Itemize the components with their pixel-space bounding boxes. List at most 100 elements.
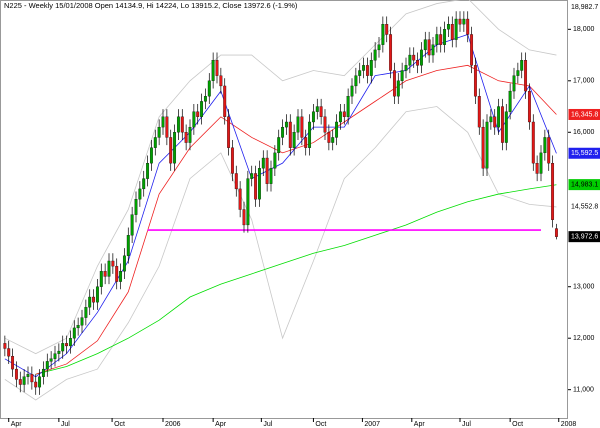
candle-body [111, 260, 115, 267]
candle-body [138, 188, 142, 200]
candle-body [520, 60, 524, 71]
candle-body [188, 126, 192, 143]
candle-body [80, 317, 84, 326]
candle-body [300, 116, 304, 138]
candle-body [369, 60, 373, 76]
candle-body [211, 60, 215, 81]
candle-body [477, 96, 481, 128]
indicator-line [4, 0, 557, 355]
candle-body [227, 116, 231, 148]
x-tick-label: Jul [61, 421, 70, 428]
candle-body [57, 350, 61, 354]
price-label: 16,345.8 [571, 111, 598, 118]
candle-body [485, 121, 489, 169]
candle-body [458, 18, 462, 25]
candle-body [165, 116, 169, 138]
candle-body [327, 132, 331, 143]
candle-body [122, 255, 126, 272]
candle-body [273, 152, 277, 169]
candle-body [22, 376, 26, 385]
candle-body [95, 286, 99, 303]
candle-body [26, 374, 30, 377]
candle-body [99, 271, 103, 287]
candle-body [315, 106, 319, 112]
candle-body [416, 60, 420, 66]
candle-body [142, 178, 146, 190]
candle-body [531, 121, 535, 164]
candle-body [543, 137, 547, 154]
price-label: 14,983.1 [571, 181, 598, 188]
candle-body [219, 75, 223, 87]
candle-body [500, 106, 504, 143]
candle-body [261, 157, 265, 169]
candle-body [196, 111, 200, 117]
x-tick-label: Oct [512, 421, 523, 428]
indicator-line [4, 106, 557, 401]
candle-body [173, 132, 177, 164]
candle-body [134, 199, 138, 215]
candle-body [288, 121, 292, 148]
candle-body [269, 168, 273, 184]
candle-body [547, 137, 551, 164]
candle-body [223, 85, 227, 117]
candle-body [149, 147, 153, 164]
candle-body [169, 137, 173, 164]
chart-title: N225 - Weekly 15/01/2008 Open 14134.9, H… [4, 1, 298, 10]
candle-body [385, 24, 389, 35]
indicator-line [35, 184, 557, 375]
y-tick-label: 18,000 [573, 26, 595, 33]
candle-body [277, 137, 281, 154]
candle-body [61, 343, 65, 352]
candle-body [358, 70, 362, 76]
candle-body [49, 358, 53, 362]
y-tick-label: 12,000 [573, 335, 595, 342]
candle-body [65, 343, 69, 347]
y-tick-label: 16,000 [573, 129, 595, 136]
candle-body [354, 75, 358, 87]
candle-body [473, 65, 477, 97]
candle-body [53, 353, 57, 359]
price-label-box [568, 1, 600, 13]
candle-body [512, 75, 516, 92]
candle-body [284, 121, 288, 128]
candle-body [524, 60, 528, 92]
candle-body [7, 348, 11, 357]
candle-body [365, 65, 369, 76]
candle-body [443, 29, 447, 45]
candle-body [34, 381, 38, 388]
price-label-box [568, 147, 600, 159]
candle-body [192, 111, 196, 128]
candle-body [423, 39, 427, 51]
x-tick-label: Apr [11, 421, 23, 428]
candle-body [130, 214, 134, 236]
candle-body [176, 116, 180, 133]
candle-body [304, 137, 308, 148]
candle-body [115, 265, 119, 282]
candle-body [554, 228, 558, 237]
candle-body [18, 379, 22, 385]
candle-body [84, 307, 88, 318]
candle-body [207, 80, 211, 97]
candle-body [319, 106, 323, 117]
y-tick-label: 13,000 [573, 284, 595, 291]
x-tick-label: Oct [114, 421, 125, 428]
candle-body [200, 101, 204, 117]
price-label-box [568, 108, 600, 120]
candle-body [296, 116, 300, 133]
candle-body [41, 368, 45, 377]
indicator-line [35, 64, 557, 375]
candle-body [246, 178, 250, 226]
candle-body [107, 260, 111, 277]
candle-body [450, 24, 454, 40]
candle-body [389, 34, 393, 71]
candle-body [292, 132, 296, 148]
price-label-box [568, 231, 600, 243]
candle-body [254, 173, 258, 200]
candle-body [527, 90, 531, 123]
candle-body [242, 209, 246, 226]
x-tick-label: 2006 [165, 421, 181, 428]
candle-body [76, 325, 80, 329]
candle-body [419, 49, 423, 66]
candle-body [257, 168, 261, 200]
